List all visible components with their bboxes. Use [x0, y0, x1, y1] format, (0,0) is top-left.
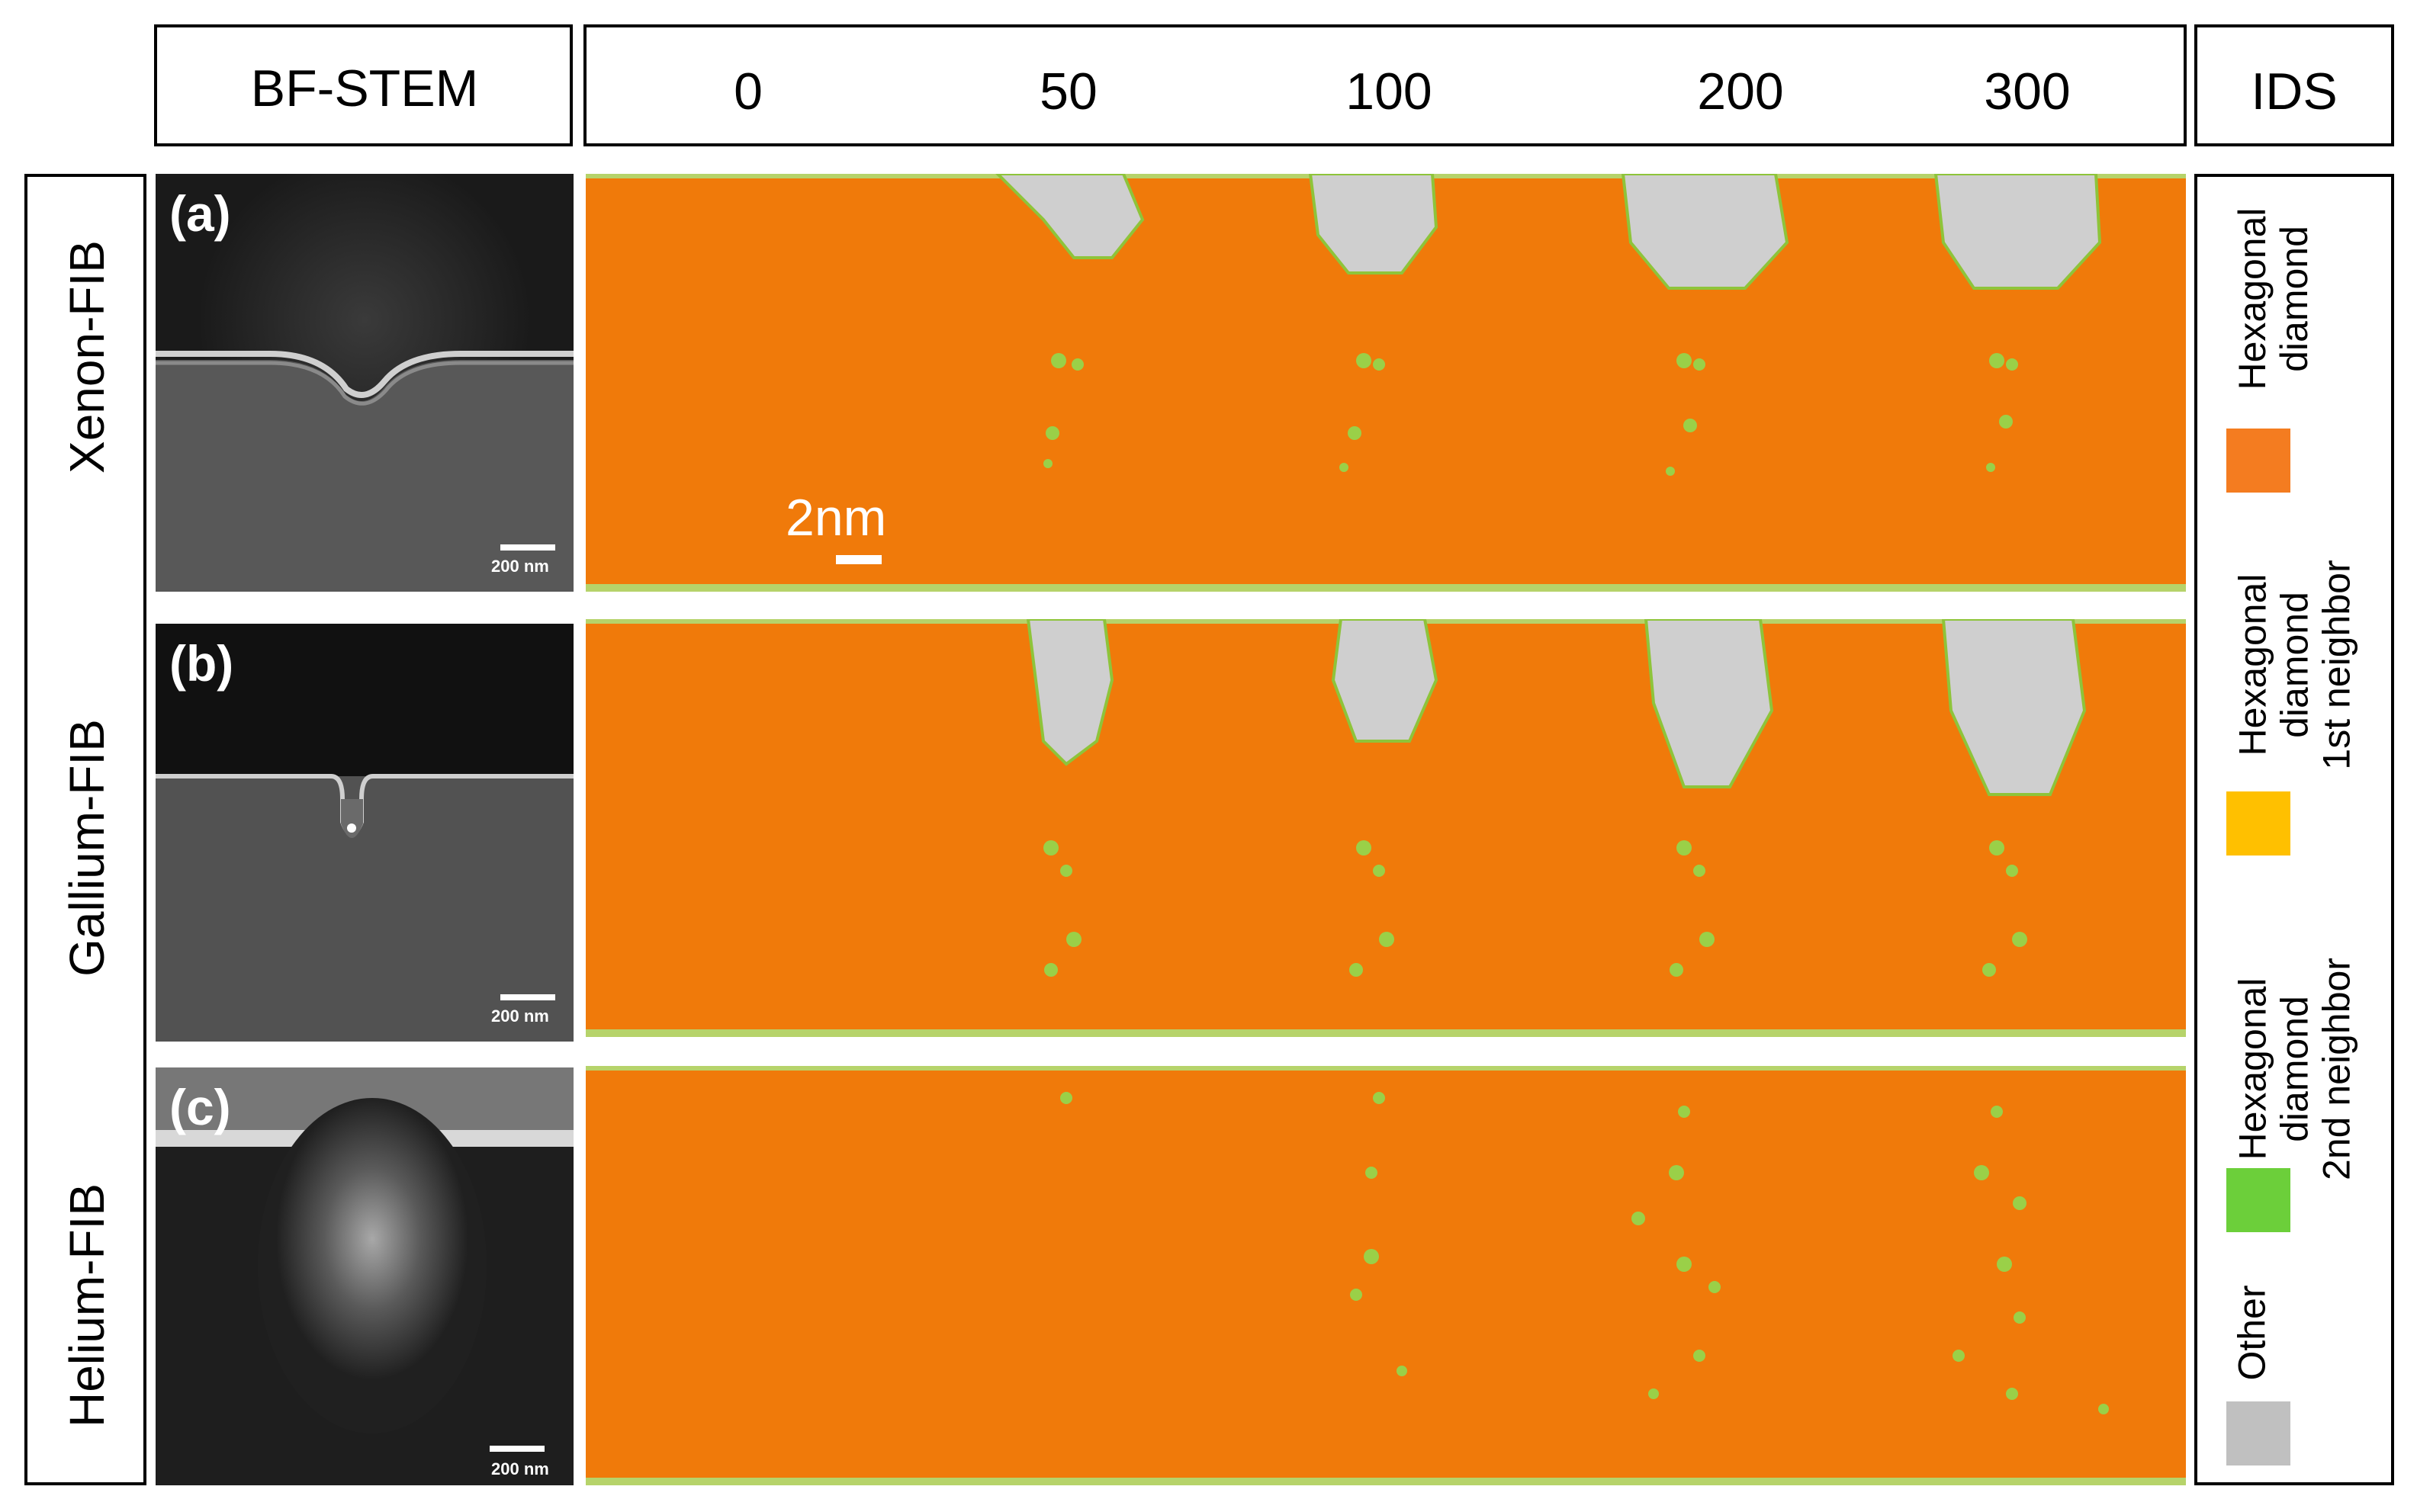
- dose-label-200: 200: [1697, 63, 1784, 120]
- stem-image-xenon: (a) 200 nm: [156, 174, 574, 592]
- md-gallium-graphic: [586, 619, 2186, 1037]
- panel-letter-a: (a): [169, 185, 231, 242]
- ids-header: IDS: [2194, 24, 2394, 146]
- row-label-helium: Helium-FIB: [59, 1183, 114, 1428]
- stem-xenon-graphic: [156, 174, 574, 592]
- md-simulation-xenon: 2nm: [586, 174, 2186, 592]
- legend-swatch-other: [2226, 1401, 2290, 1465]
- dose-label-300: 300: [1984, 63, 2071, 120]
- ion-source-label-box: Xenon-FIB Gallium-FIB Helium-FIB: [24, 174, 146, 1485]
- stem-scalebar-a: [500, 544, 555, 551]
- legend-swatch-hexagonal-diamond: [2226, 429, 2290, 493]
- stem-helium-graphic: [156, 1067, 574, 1485]
- panel-letter-c: (c): [169, 1079, 231, 1135]
- dose-label-0: 0: [734, 63, 763, 120]
- stem-image-gallium: (b) 200 nm: [156, 624, 574, 1042]
- stem-scale-label-a: 200 nm: [491, 557, 549, 576]
- legend-swatch-1st-neighbor: [2226, 791, 2290, 856]
- row-label-gallium: Gallium-FIB: [59, 719, 114, 977]
- legend-label-hexagonal-diamond-2nd-neighbor: Hexagonal diamond 2nd neighbor: [2231, 958, 2358, 1180]
- legend-swatch-2nd-neighbor: [2226, 1168, 2290, 1232]
- stem-image-helium: (c) 200 nm: [156, 1067, 574, 1485]
- ids-header-label: IDS: [2251, 63, 2338, 120]
- dose-header: 0 50 100 200 300: [583, 24, 2187, 146]
- dose-label-100: 100: [1345, 63, 1432, 120]
- bf-stem-header-label: BF-STEM: [250, 59, 479, 117]
- md-xenon-graphic: [586, 174, 2186, 592]
- ids-legend: Hexagonal diamond Hexagonal diamond 1st nei…: [2194, 174, 2394, 1485]
- stem-scalebar-c: [490, 1446, 545, 1452]
- md-scale-label: 2nm: [786, 489, 887, 547]
- stem-scale-label-b: 200 nm: [491, 1006, 549, 1026]
- row-label-xenon: Xenon-FIB: [59, 240, 114, 474]
- md-simulation-helium: [586, 1066, 2186, 1485]
- panel-letter-b: (b): [169, 635, 234, 692]
- md-helium-graphic: [586, 1066, 2186, 1485]
- bf-stem-header: BF-STEM: [154, 24, 573, 146]
- legend-label-hexagonal-diamond-1st-neighbor: Hexagonal diamond 1st neighbor: [2231, 560, 2358, 770]
- legend-label-other: Other: [2230, 1285, 2274, 1381]
- stem-scale-label-c: 200 nm: [491, 1459, 549, 1478]
- dose-label-50: 50: [1040, 63, 1098, 120]
- stem-scalebar-b: [500, 994, 555, 1000]
- md-simulation-gallium: [586, 619, 2186, 1037]
- legend-label-hexagonal-diamond: Hexagonal diamond: [2231, 207, 2316, 390]
